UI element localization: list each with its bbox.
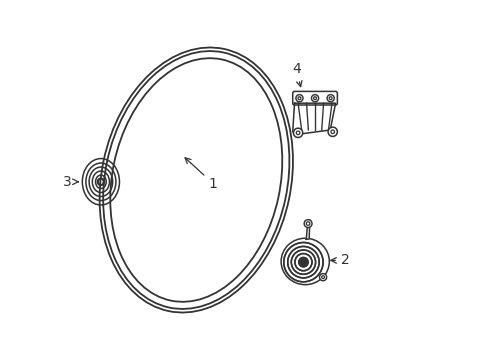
Circle shape <box>293 128 302 138</box>
Circle shape <box>311 95 318 102</box>
Circle shape <box>304 220 311 228</box>
Text: 4: 4 <box>291 62 302 87</box>
Circle shape <box>299 258 307 266</box>
Ellipse shape <box>281 238 328 285</box>
Circle shape <box>300 259 306 265</box>
Circle shape <box>326 95 334 102</box>
Text: 3: 3 <box>63 175 78 189</box>
Circle shape <box>300 259 306 265</box>
Polygon shape <box>305 220 309 239</box>
Circle shape <box>319 274 326 281</box>
Polygon shape <box>292 103 335 134</box>
Circle shape <box>295 95 303 102</box>
FancyBboxPatch shape <box>292 91 337 105</box>
Circle shape <box>327 127 337 136</box>
Ellipse shape <box>111 59 281 301</box>
Text: 1: 1 <box>184 158 217 190</box>
Text: 2: 2 <box>330 253 349 267</box>
